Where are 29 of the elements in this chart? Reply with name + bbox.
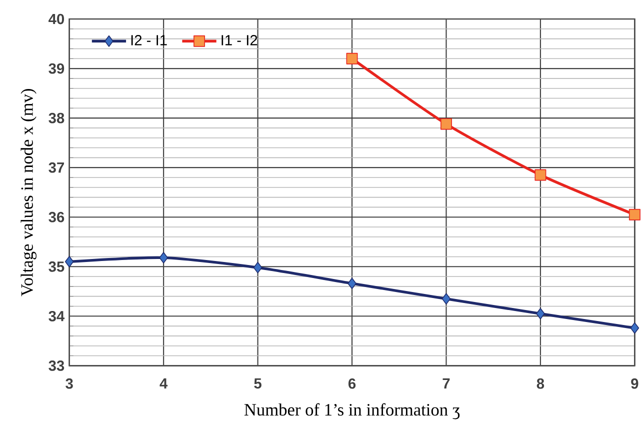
x-tick-label: 9 <box>631 378 638 389</box>
legend-label: I1 - I2 <box>222 35 258 46</box>
y-tick-label: 33 <box>48 360 64 371</box>
y-tick-label: 36 <box>48 212 64 222</box>
x-tick-label: 3 <box>66 378 73 389</box>
point <box>64 256 74 268</box>
x-tick-label: 6 <box>348 378 356 389</box>
y-tick-label: 40 <box>48 14 64 24</box>
point <box>440 118 452 130</box>
point <box>346 52 358 64</box>
y-tick-label: 35 <box>48 261 64 272</box>
legend-label: I2 - I1 <box>131 35 167 46</box>
point <box>630 322 640 334</box>
x-tick-label: 4 <box>160 378 168 388</box>
y-tick-label: 39 <box>48 63 64 74</box>
point <box>348 278 356 290</box>
point <box>442 293 451 305</box>
x-tick-label: 8 <box>536 378 544 389</box>
point <box>253 262 262 274</box>
y-tick-label: 37 <box>48 162 64 173</box>
y-tick-label: 34 <box>48 310 65 322</box>
y-axis-title: Voltage values in node x (mv) <box>20 89 36 296</box>
point <box>536 308 545 320</box>
point <box>534 169 546 181</box>
x-axis-title: Number of 1’s in information ʒ <box>244 403 460 420</box>
y-tick-label: 38 <box>48 112 64 124</box>
x-tick-label: 5 <box>254 378 262 389</box>
point <box>159 252 168 264</box>
x-tick-label: 7 <box>442 378 450 388</box>
